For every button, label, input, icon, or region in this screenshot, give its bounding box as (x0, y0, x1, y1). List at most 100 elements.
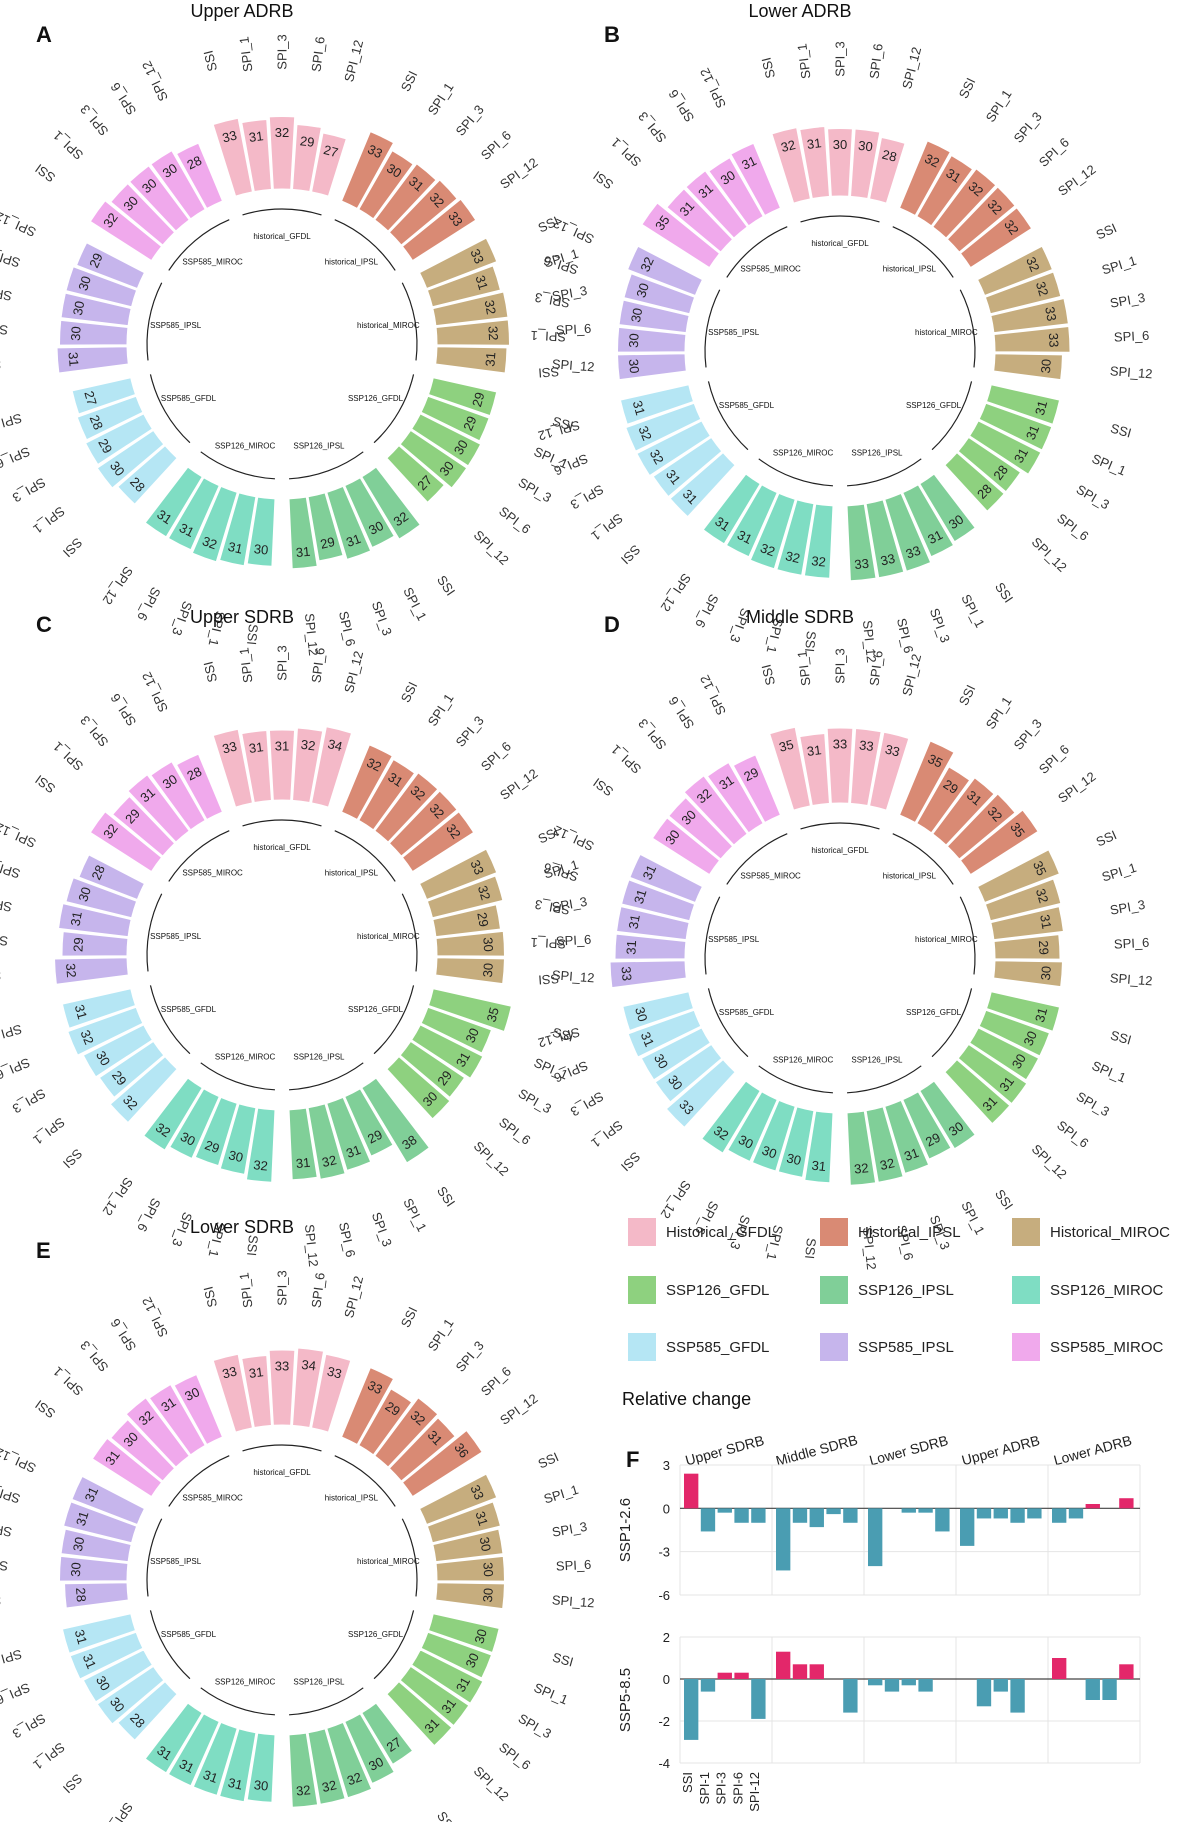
index-label: SPI_1 (236, 1272, 255, 1309)
index-label: SPI_1 (1090, 451, 1128, 479)
legend-label: Historical_IPSL (858, 1224, 961, 1241)
index-label: SPI_6 (1054, 510, 1091, 543)
y-tick-label: -3 (658, 1545, 670, 1560)
bar (727, 1091, 778, 1163)
bar-value-label: 32 (784, 548, 801, 566)
bar (241, 118, 272, 193)
group-label: SSP585_MIROC (740, 871, 801, 880)
bar-value-label: 32 (922, 151, 942, 171)
bar (310, 132, 347, 197)
index-label: SPI_12 (551, 216, 596, 247)
bar-value-label: 33 (221, 127, 239, 145)
index-label: SPI_6 (107, 1316, 139, 1354)
group-arc (168, 1455, 230, 1507)
bar-value-label: 32 (300, 737, 316, 754)
group-arc (401, 893, 418, 972)
bar-value-label: 29 (299, 133, 315, 150)
bar (246, 496, 276, 567)
index-label: SPI_1 (983, 694, 1015, 732)
bar (1119, 1498, 1134, 1509)
bar (175, 753, 224, 821)
bar-value-label: 30 (480, 937, 496, 952)
bar (399, 1040, 466, 1098)
bar-value-label: 38 (399, 1132, 419, 1153)
bar (58, 903, 132, 938)
bar-value-label: 29 (70, 937, 86, 952)
index-label: SPI_6 (665, 694, 697, 732)
index-label: SPI_12 (1029, 1141, 1070, 1181)
bar (668, 796, 734, 860)
bar (61, 1613, 137, 1654)
bar-value-label: 30 (107, 1694, 128, 1715)
bar-value-label: 32 (275, 125, 289, 140)
group-label: SSP585_IPSL (150, 1557, 202, 1566)
bar (117, 444, 178, 505)
bar (435, 957, 505, 985)
index-label: SPI_1 (30, 503, 67, 536)
bar-value-label: 31 (735, 527, 755, 547)
bar (846, 503, 877, 582)
bar (401, 198, 477, 262)
index-label: SSI (398, 679, 421, 704)
group-ssp126-ipsl: SSP126_IPSL27SSI30SPI_132SPI_332SPI_632S… (288, 1677, 458, 1822)
bar (420, 395, 490, 442)
bar (435, 1555, 505, 1582)
bar (918, 1508, 933, 1513)
bar (946, 793, 1016, 860)
group-ssp585-ipsl: SSP585_IPSL 30 SSI 30 SPI_1 30 SPI_3 30 SPI_6 32 S… (530, 216, 759, 381)
index-label: SPI_1 (236, 647, 255, 684)
index-label: SSI (551, 1024, 575, 1044)
y-tick-label: 0 (663, 1501, 670, 1516)
bar (388, 179, 458, 246)
group-arc (892, 833, 954, 885)
bar-value-label: 32 (647, 447, 667, 467)
index-label: SPI_1 (30, 1114, 67, 1147)
group-label: historical_IPSL (883, 871, 937, 880)
index-label: SPI_6 (866, 43, 885, 80)
bar (902, 1091, 952, 1160)
index-label: SSI (802, 1237, 819, 1259)
bar-value-label: 35 (926, 751, 946, 771)
index-label: SPI_6 (866, 650, 885, 687)
group-arc (149, 1610, 191, 1680)
bar (976, 1679, 992, 1707)
index-label: SPI_12 (1055, 162, 1098, 199)
index-label: SPI_1 (608, 742, 644, 777)
category-label: SPI-6 (730, 1772, 745, 1805)
bar (245, 1107, 276, 1183)
group-arc (931, 988, 973, 1058)
bar-value-label: 31 (638, 1030, 657, 1049)
bar-value-label: 30 (633, 281, 652, 299)
index-label: SPI_6 (552, 1058, 590, 1086)
bar-value-label: 29 (319, 534, 336, 552)
index-label: SPI_6 (1114, 328, 1150, 345)
bar-value-label: 31 (177, 1756, 197, 1776)
bar (868, 1679, 883, 1686)
bar-value-label: 30 (1021, 1029, 1040, 1048)
bar-value-label: 31 (806, 742, 822, 759)
index-label: SPI_3 (453, 713, 487, 750)
group-arc (847, 458, 922, 487)
index-label: SSI (1109, 1027, 1133, 1047)
bar (617, 353, 687, 381)
bar (218, 1728, 257, 1803)
bar (388, 790, 458, 857)
bar (218, 492, 257, 567)
index-label: SPI_3 (516, 475, 554, 506)
group-label: historical_MIROC (915, 328, 978, 337)
group-arc (707, 988, 749, 1058)
group-arc (200, 1687, 275, 1716)
bar-value-label: 30 (626, 358, 642, 374)
bar (652, 436, 723, 498)
bar (884, 1099, 930, 1175)
bar-value-label: 30 (736, 1132, 756, 1152)
bar-value-label: 31 (925, 527, 945, 547)
bar (212, 1353, 254, 1433)
group-label: historical_IPSL (325, 257, 379, 266)
index-label: SPI_1 (30, 1739, 67, 1772)
group-label: SSP126_MIROC (215, 441, 276, 450)
index-label: SPI_3 (534, 290, 571, 311)
bar (957, 436, 1022, 493)
bar (792, 1664, 808, 1679)
